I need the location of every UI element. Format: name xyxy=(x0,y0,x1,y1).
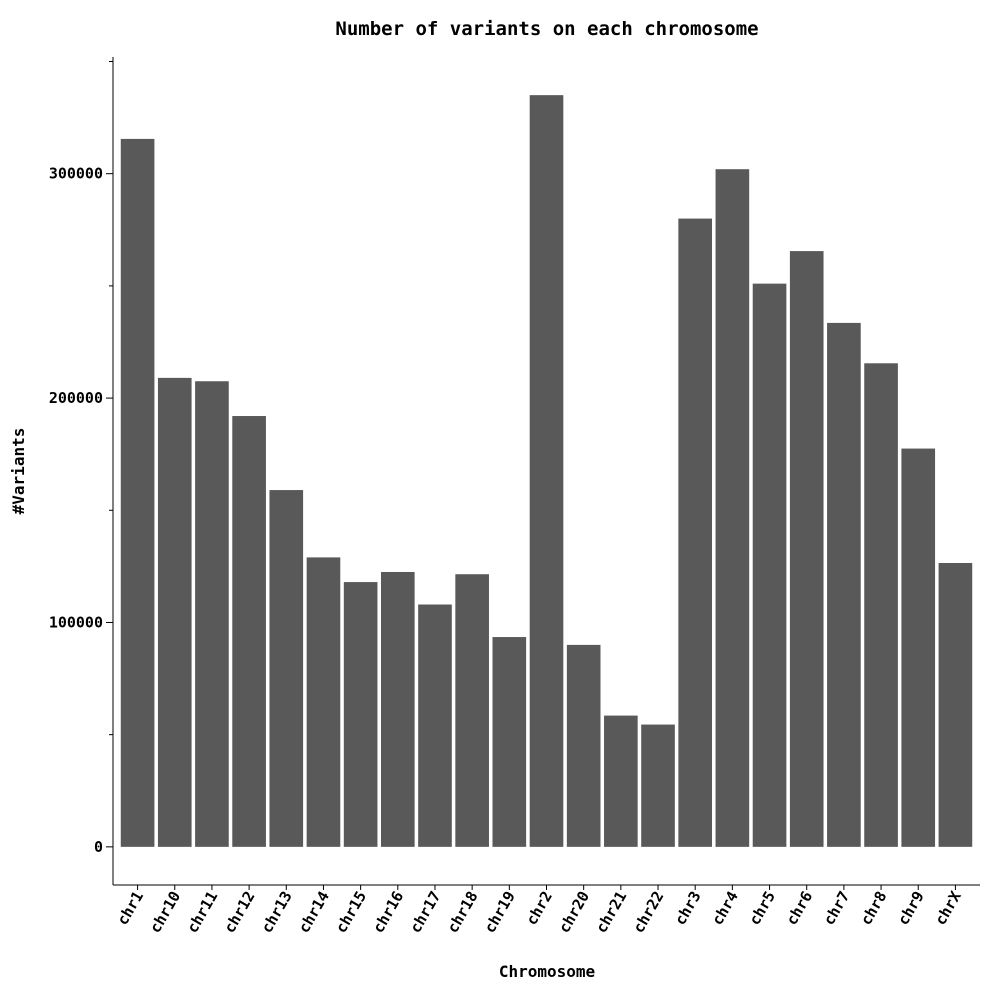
bar-chr20 xyxy=(566,644,601,847)
x-tick-label-chr3: chr3 xyxy=(671,888,705,928)
x-tick-label-chr19: chr19 xyxy=(481,888,519,936)
bar-chr16 xyxy=(380,571,415,847)
bar-chr21 xyxy=(604,715,638,847)
bar-chr22 xyxy=(641,724,675,847)
chart-title: Number of variants on each chromosome xyxy=(335,18,758,40)
x-tick-label-chr14: chr14 xyxy=(295,888,333,936)
x-tick-label-chr13: chr13 xyxy=(258,888,296,936)
y-tick-label-100000: 100000 xyxy=(49,613,103,631)
x-tick-label-chr2: chr2 xyxy=(522,888,556,928)
y-tick-label-0: 0 xyxy=(94,838,103,856)
bar-chr8 xyxy=(864,363,898,847)
bar-chr6 xyxy=(789,251,824,847)
bar-chr9 xyxy=(901,448,936,847)
bar-chrX xyxy=(938,563,973,847)
bar-chr14 xyxy=(306,557,341,847)
bar-chr13 xyxy=(269,490,304,847)
x-tick-label-chr18: chr18 xyxy=(443,888,481,936)
x-tick-label-chrX: chrX xyxy=(931,888,965,928)
bar-chr5 xyxy=(752,283,787,847)
x-tick-label-chr4: chr4 xyxy=(708,888,742,928)
x-tick-label-chr22: chr22 xyxy=(629,888,667,936)
x-tick-label-chr10: chr10 xyxy=(146,888,184,936)
bar-chr11 xyxy=(195,381,229,847)
x-tick-label-chr5: chr5 xyxy=(745,888,779,928)
bar-chr4 xyxy=(715,169,750,847)
x-tick-label-chr21: chr21 xyxy=(592,888,630,936)
x-tick-label-chr1: chr1 xyxy=(113,888,147,928)
bar-chr7 xyxy=(827,322,861,847)
x-tick-label-chr16: chr16 xyxy=(369,888,407,936)
x-tick-label-chr9: chr9 xyxy=(894,888,928,928)
y-axis-label: #Variants xyxy=(9,428,28,515)
bar-chr18 xyxy=(455,574,489,847)
bar-chr2 xyxy=(529,95,564,847)
x-tick-label-chr17: chr17 xyxy=(406,888,444,936)
bars-group xyxy=(120,95,973,847)
x-ticks-group: chr1 chr10 chr11 chr12 chr13 chr14 chr15 chr16 c… xyxy=(113,885,965,936)
x-tick-label-chr8: chr8 xyxy=(857,888,891,928)
x-tick-label-chr7: chr7 xyxy=(820,888,854,928)
y-ticks-group: 0 100000 200000 300000 xyxy=(49,60,113,856)
bar-chr15 xyxy=(343,582,378,847)
x-tick-label-chr20: chr20 xyxy=(555,888,593,936)
bar-chr19 xyxy=(492,637,527,847)
bar-chr10 xyxy=(157,377,192,847)
bar-chr1 xyxy=(120,138,155,847)
x-tick-label-chr12: chr12 xyxy=(220,888,258,936)
x-tick-label-chr15: chr15 xyxy=(332,888,370,936)
bar-chr12 xyxy=(232,416,266,847)
bar-chr3 xyxy=(678,218,713,847)
x-tick-label-chr6: chr6 xyxy=(783,888,817,928)
x-tick-label-chr11: chr11 xyxy=(183,888,221,936)
y-tick-label-300000: 300000 xyxy=(49,165,103,183)
y-tick-label-200000: 200000 xyxy=(49,389,103,407)
bar-chr17 xyxy=(418,604,452,847)
x-axis-label: Chromosome xyxy=(499,962,595,981)
